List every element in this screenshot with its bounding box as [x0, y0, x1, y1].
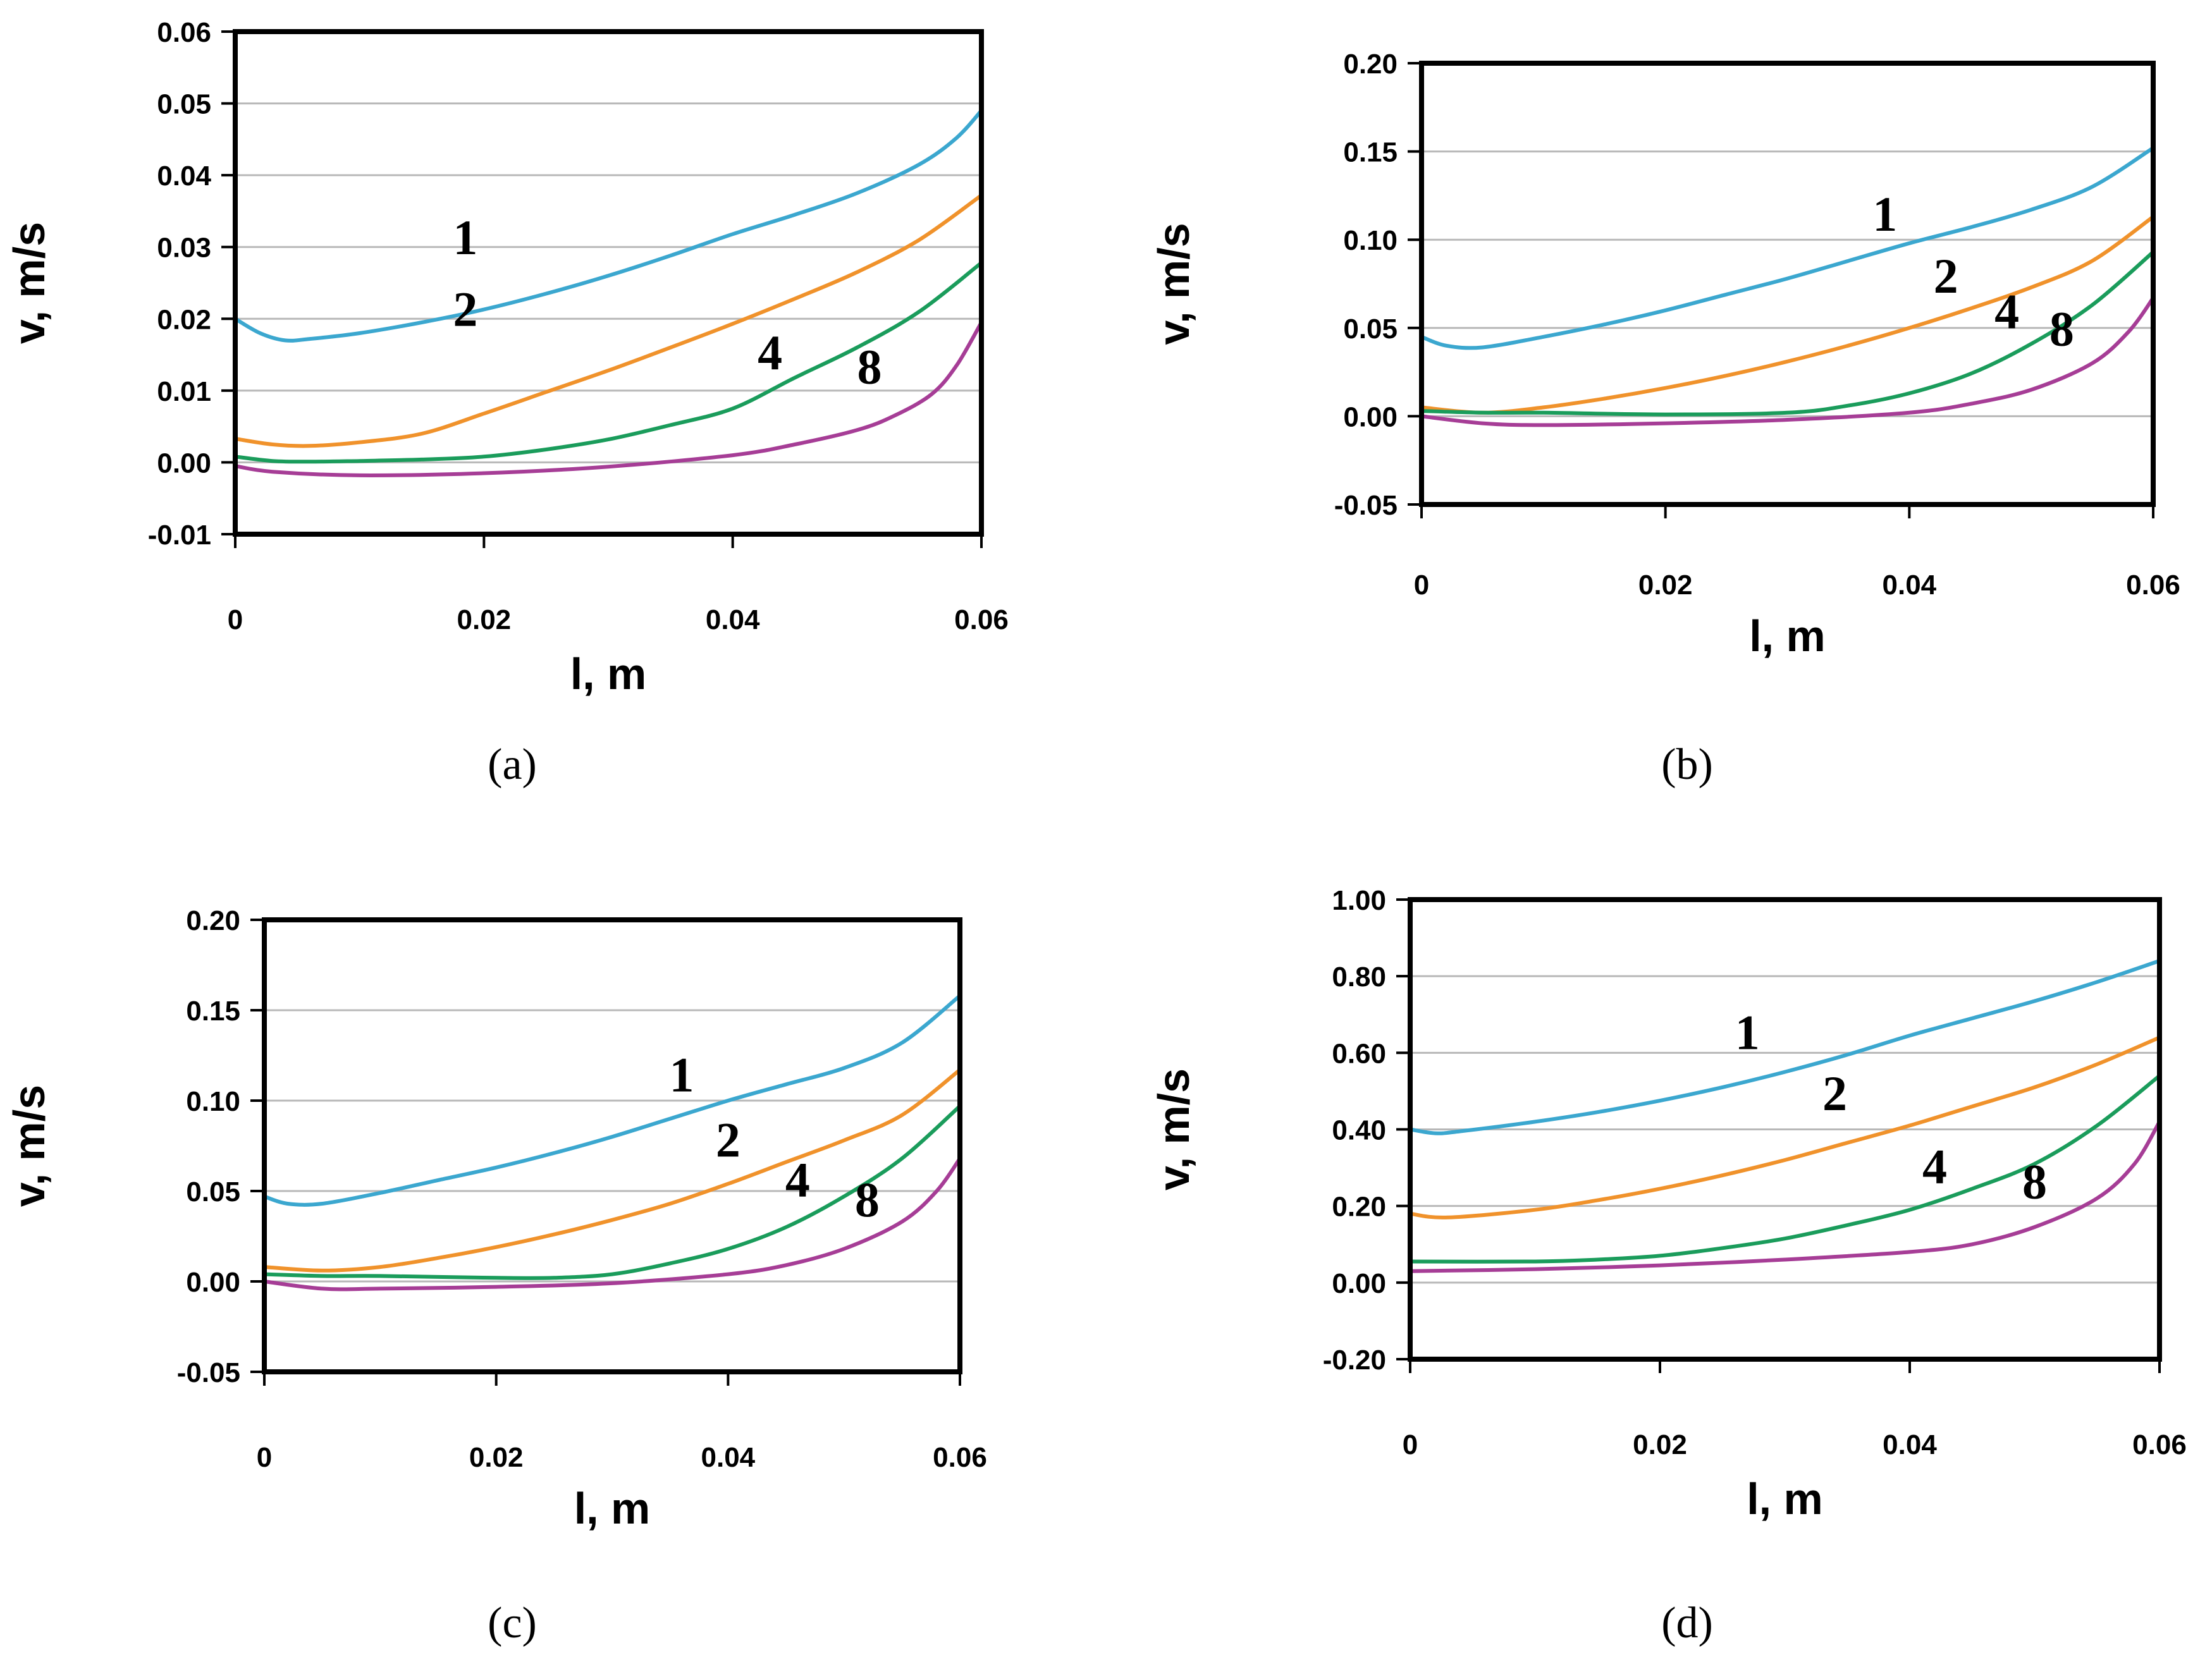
x-tick-label: 0 [257, 1442, 272, 1473]
chart-panel-b: -0.05 0.00 0.05 0.10 0.15 0.20 0 0.02 0.04 0.06 12… [1149, 49, 2180, 789]
panel-caption: (d) [1661, 1599, 1713, 1647]
series-label-1: 1 [1872, 186, 1897, 241]
x-tick-label: 0.06 [954, 604, 1009, 635]
x-tick-label: 0.06 [2126, 570, 2180, 601]
series-label-8: 8 [855, 1172, 880, 1227]
x-tick-label: 0.04 [701, 1442, 756, 1473]
series-line-2 [233, 193, 983, 448]
panel-caption: (a) [488, 740, 537, 789]
y-axis-label: v, m/s [1149, 223, 1198, 345]
y-axis-label: v, m/s [1149, 1068, 1198, 1190]
series-label-4: 4 [785, 1152, 810, 1207]
series-label-8: 8 [857, 339, 882, 394]
x-axis-label: l, m [1747, 1474, 1823, 1524]
x-tick-label: 0.02 [457, 604, 512, 635]
y-tick-label: 0.04 [157, 161, 211, 192]
y-tick-label: 0.00 [157, 448, 211, 479]
y-tick-label: 0.20 [1332, 1192, 1386, 1223]
x-tick-label: 0.04 [1883, 570, 1937, 601]
series-label-8: 8 [2049, 302, 2074, 357]
y-tick-label: -0.01 [148, 520, 211, 551]
series-label-1: 1 [1735, 1005, 1760, 1060]
series-line-4 [233, 260, 983, 464]
series-label-2: 2 [453, 282, 477, 337]
y-tick-label: 0.01 [157, 376, 211, 407]
panel-caption: (b) [1661, 740, 1713, 789]
series-line-1 [1420, 146, 2155, 350]
x-axis-label: l, m [570, 649, 647, 699]
y-axis-label: v, m/s [4, 222, 54, 344]
x-tick-label: 0.06 [2132, 1429, 2187, 1460]
series-line-8 [233, 321, 983, 477]
x-tick-label: 0.02 [469, 1442, 524, 1473]
plot-frame [233, 29, 984, 537]
series-line-4 [1420, 250, 2155, 417]
y-tick-label: 0.05 [1343, 314, 1398, 345]
series-label-4: 4 [1994, 284, 2019, 339]
y-tick-label: 0.00 [1332, 1268, 1386, 1299]
chart-panel-c: -0.05 0.00 0.05 0.10 0.15 0.20 0 0.02 0.04 0.06 12… [4, 905, 987, 1647]
y-tick-label: 0.15 [186, 996, 240, 1027]
x-tick-label: 0 [228, 604, 243, 635]
series-line-1 [233, 108, 983, 343]
y-tick-label: 0.00 [186, 1267, 240, 1298]
y-tick-label: 0.05 [157, 89, 211, 120]
y-axis-label: v, m/s [4, 1085, 54, 1207]
y-tick-label: 0.20 [1343, 49, 1398, 80]
plot-frame [1419, 61, 2156, 507]
plot-frame [1408, 897, 2162, 1362]
y-tick-label: 0.15 [1343, 137, 1398, 168]
series-line-4 [1408, 1073, 2161, 1264]
y-tick-label: -0.05 [1334, 490, 1398, 521]
y-tick-label: 0.00 [1343, 401, 1398, 432]
x-tick-label: 0 [1414, 570, 1429, 601]
series-label-2: 2 [1822, 1066, 1847, 1121]
y-tick-label: 0.80 [1332, 962, 1386, 993]
x-axis-label: l, m [574, 1484, 651, 1533]
chart-panel-a: -0.01 0.00 0.01 0.02 0.03 0.04 0.05 0.06 0 0.02 0.… [4, 17, 1009, 789]
x-tick-label: 0.06 [933, 1442, 987, 1473]
y-tick-label: 0.10 [186, 1086, 240, 1117]
x-tick-label: 0.02 [1638, 570, 1693, 601]
y-tick-label: 0.10 [1343, 225, 1398, 256]
series-label-4: 4 [758, 325, 782, 380]
y-tick-label: -0.20 [1323, 1345, 1386, 1376]
x-tick-label: 0.04 [1883, 1429, 1937, 1460]
x-tick-label: 0.02 [1633, 1429, 1687, 1460]
y-tick-label: -0.05 [177, 1357, 240, 1388]
y-tick-label: 0.05 [186, 1176, 240, 1207]
series-line-8 [1420, 296, 2155, 427]
y-tick-label: 0.40 [1332, 1115, 1386, 1146]
y-tick-label: 0.06 [157, 17, 211, 48]
series-line-2 [1420, 214, 2155, 415]
series-line-4 [262, 1104, 962, 1280]
series-line-2 [1408, 1036, 2161, 1219]
y-tick-label: 0.03 [157, 233, 211, 264]
series-label-8: 8 [2022, 1154, 2047, 1209]
series-line-1 [262, 994, 962, 1207]
y-tick-label: 0.60 [1332, 1038, 1386, 1069]
x-tick-label: 0 [1403, 1429, 1418, 1460]
x-axis-label: l, m [1749, 611, 1826, 661]
series-label-1: 1 [453, 210, 477, 265]
series-line-8 [1408, 1120, 2161, 1273]
series-line-2 [262, 1068, 962, 1273]
series-label-2: 2 [716, 1113, 740, 1168]
series-label-1: 1 [670, 1048, 694, 1103]
y-tick-label: 0.02 [157, 304, 211, 335]
x-tick-label: 0.04 [706, 604, 760, 635]
series-line-1 [1408, 958, 2161, 1135]
series-line-8 [262, 1156, 962, 1292]
chart-panel-d: -0.20 0.00 0.20 0.40 0.60 0.80 1.00 0 0.02 0.04 0.… [1149, 885, 2187, 1647]
series-label-4: 4 [1922, 1139, 1947, 1194]
y-tick-label: 1.00 [1332, 885, 1386, 916]
y-tick-label: 0.20 [186, 905, 240, 936]
plot-frame [262, 917, 962, 1374]
panel-caption: (c) [488, 1599, 537, 1647]
series-label-2: 2 [1934, 248, 1958, 303]
